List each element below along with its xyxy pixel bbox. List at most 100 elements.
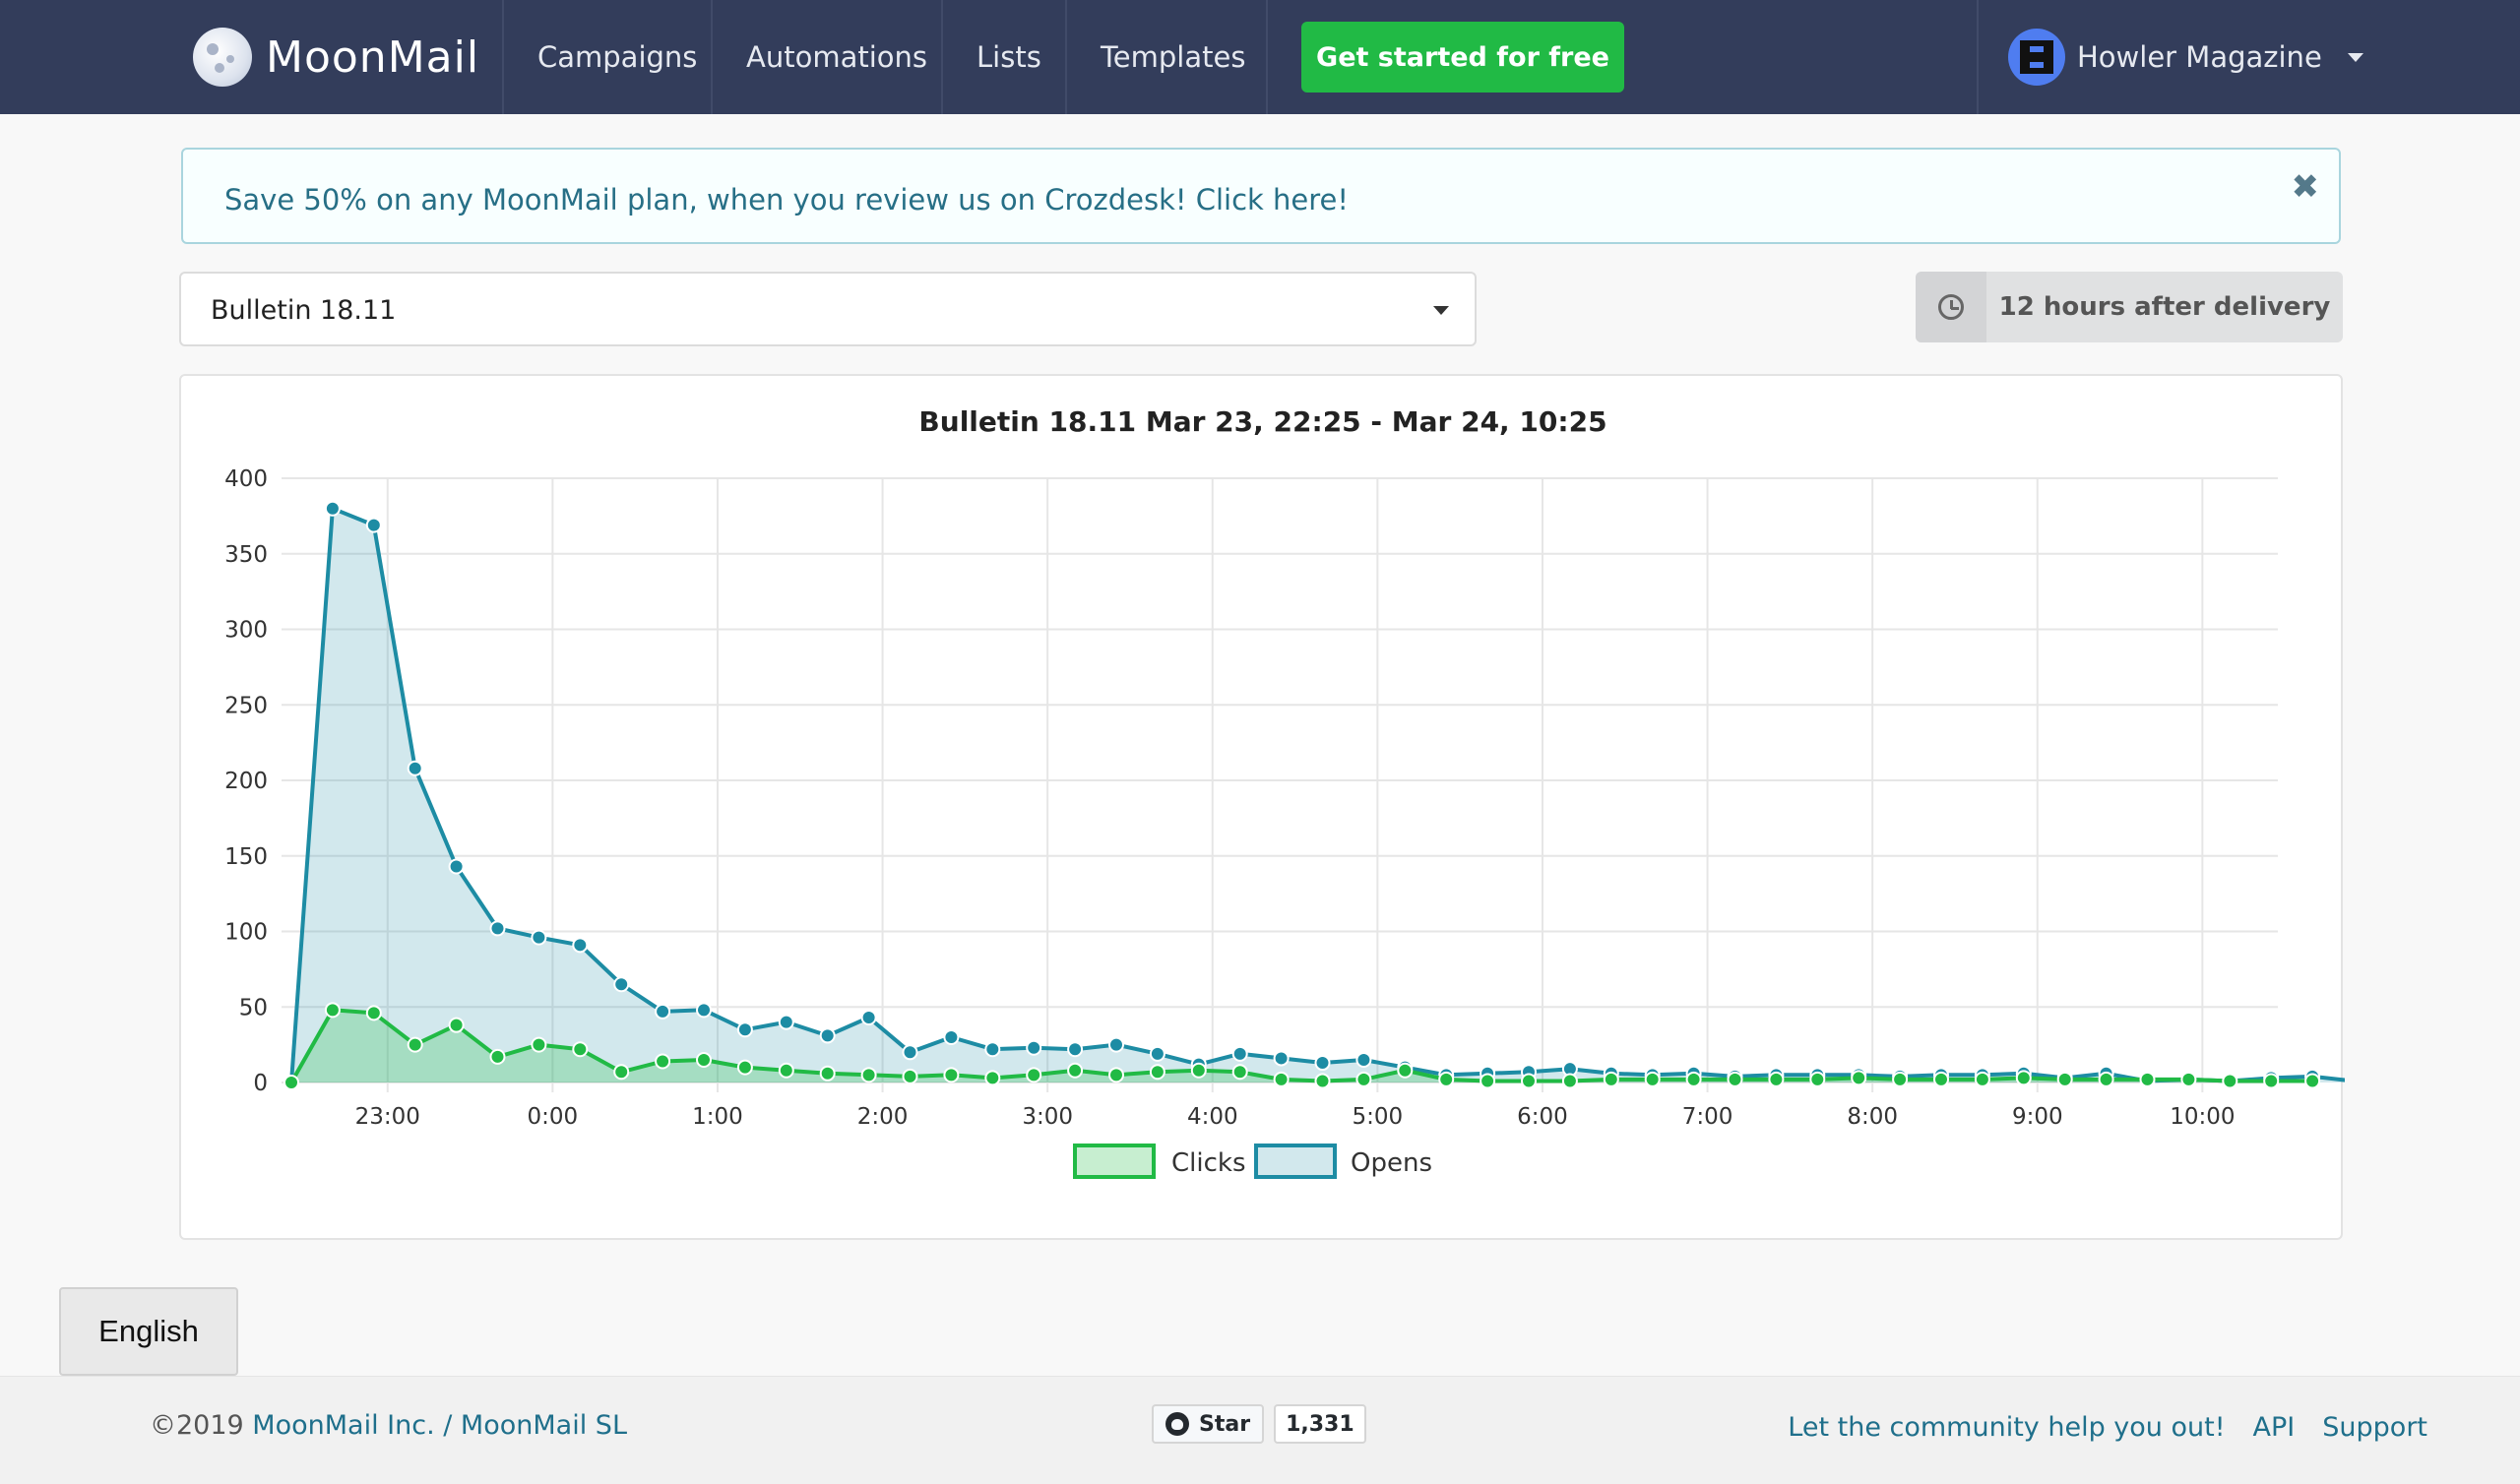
nav-automations[interactable]: Automations <box>746 40 928 74</box>
delivery-window-label: 12 hours after delivery <box>1998 292 2331 322</box>
data-point-clicks <box>2222 1073 2238 1089</box>
support-link[interactable]: Support <box>2322 1412 2427 1443</box>
data-point-clicks <box>1067 1062 1084 1079</box>
account-menu[interactable]: Howler Magazine <box>2008 0 2363 114</box>
data-point-clicks <box>1273 1071 1290 1087</box>
series-area-opens <box>291 508 2345 1082</box>
x-tick-label: 0:00 <box>528 1104 579 1130</box>
nav-campaigns[interactable]: Campaigns <box>537 40 698 74</box>
y-tick-label: 100 <box>224 920 268 946</box>
data-point-clicks <box>860 1067 877 1083</box>
data-point-opens <box>572 937 589 954</box>
github-star-label: Star <box>1199 1411 1251 1437</box>
y-tick-label: 150 <box>224 844 268 870</box>
data-point-clicks <box>1397 1062 1414 1079</box>
company-link[interactable]: MoonMail Inc. / MoonMail SL <box>252 1410 627 1441</box>
delivery-window-button[interactable]: 12 hours after delivery <box>1916 272 2343 342</box>
data-point-opens <box>655 1003 671 1020</box>
nav-divider <box>1065 0 1067 114</box>
series-line-opens <box>289 506 2345 1083</box>
x-tick-label: 6:00 <box>1517 1104 1568 1130</box>
data-point-opens <box>489 920 506 937</box>
api-link[interactable]: API <box>2252 1412 2296 1443</box>
data-point-clicks <box>1892 1071 1909 1087</box>
data-point-clicks <box>1851 1070 1867 1086</box>
data-point-clicks <box>2304 1073 2321 1089</box>
github-star-count[interactable]: 1,331 <box>1274 1404 1366 1444</box>
y-tick-label: 300 <box>224 618 268 644</box>
community-link[interactable]: Let the community help you out! <box>1788 1412 2226 1443</box>
x-tick-label: 8:00 <box>1847 1104 1898 1130</box>
data-point-clicks <box>736 1059 753 1076</box>
data-point-clicks <box>1603 1071 1619 1087</box>
data-point-clicks <box>1561 1073 1578 1089</box>
data-point-opens <box>984 1041 1001 1058</box>
data-point-clicks <box>2139 1071 2156 1087</box>
data-point-clicks <box>531 1036 547 1053</box>
data-point-opens <box>448 858 465 875</box>
nav-divider <box>711 0 713 114</box>
copyright: ©2019 MoonMail Inc. / MoonMail SL <box>150 1410 627 1441</box>
y-tick-label: 400 <box>224 466 268 492</box>
close-icon[interactable]: ✖ <box>2291 167 2320 207</box>
data-point-opens <box>736 1021 753 1038</box>
data-point-opens <box>407 760 423 776</box>
data-point-opens <box>324 500 341 517</box>
nav-divider <box>1977 0 1979 114</box>
legend-swatch-clicks <box>1073 1144 1156 1179</box>
data-point-opens <box>778 1014 794 1030</box>
legend-swatch-opens <box>1254 1144 1337 1179</box>
data-point-clicks <box>2098 1071 2114 1087</box>
y-tick-label: 50 <box>239 995 268 1020</box>
data-point-clicks <box>1355 1071 1372 1087</box>
y-tick-label: 0 <box>253 1071 268 1096</box>
y-tick-label: 350 <box>224 542 268 568</box>
x-tick-label: 4:00 <box>1187 1104 1238 1130</box>
footer-links: Let the community help you out! API Supp… <box>1760 1412 2427 1443</box>
data-point-opens <box>696 1002 712 1019</box>
data-point-clicks <box>1809 1071 1826 1087</box>
github-star-button[interactable]: Star <box>1152 1404 1265 1444</box>
data-point-opens <box>1231 1045 1248 1062</box>
campaign-select-value: Bulletin 18.11 <box>211 295 397 326</box>
data-point-clicks <box>613 1064 630 1081</box>
promo-banner: Save 50% on any MoonMail plan, when you … <box>181 148 2341 244</box>
data-point-clicks <box>1768 1071 1785 1087</box>
data-point-clicks <box>572 1041 589 1058</box>
nav-templates[interactable]: Templates <box>1101 40 1246 74</box>
data-point-opens <box>613 976 630 993</box>
series-area-clicks <box>291 1010 2313 1082</box>
campaign-select[interactable]: Bulletin 18.11 <box>179 272 1477 346</box>
data-point-clicks <box>943 1067 960 1083</box>
nav-divider <box>1266 0 1268 114</box>
x-tick-label: 2:00 <box>857 1104 909 1130</box>
nav-lists[interactable]: Lists <box>976 40 1041 74</box>
data-point-clicks <box>1314 1073 1331 1089</box>
x-tick-label: 3:00 <box>1022 1104 1073 1130</box>
line-chart: Bulletin 18.11 Mar 23, 22:25 - Mar 24, 1… <box>224 405 2345 1179</box>
get-started-button[interactable]: Get started for free <box>1301 22 1624 93</box>
data-point-clicks <box>1974 1071 1990 1087</box>
legend-label-opens: Opens <box>1351 1148 1432 1178</box>
data-point-opens <box>1314 1055 1331 1072</box>
footer: ©2019 MoonMail Inc. / MoonMail SL Star 1… <box>0 1376 2520 1484</box>
chart-card: Bulletin 18.11 Mar 23, 22:25 - Mar 24, 1… <box>179 374 2345 1240</box>
data-point-clicks <box>1026 1067 1042 1083</box>
data-point-clicks <box>1231 1064 1248 1081</box>
data-point-clicks <box>1644 1071 1661 1087</box>
data-point-opens <box>943 1028 960 1045</box>
github-widget: Star 1,331 <box>1152 1404 1366 1444</box>
data-point-clicks <box>489 1048 506 1065</box>
data-point-opens <box>1067 1041 1084 1058</box>
data-point-clicks <box>984 1070 1001 1086</box>
data-point-opens <box>819 1027 836 1044</box>
language-button[interactable]: English <box>59 1287 238 1376</box>
x-tick-label: 7:00 <box>1682 1104 1733 1130</box>
brand-logo[interactable]: MoonMail <box>193 0 479 114</box>
promo-banner-link[interactable]: Save 50% on any MoonMail plan, when you … <box>224 183 1350 216</box>
data-point-clicks <box>2015 1070 2032 1086</box>
y-tick-label: 250 <box>224 693 268 718</box>
account-name: Howler Magazine <box>2077 40 2322 74</box>
moon-icon <box>193 28 252 87</box>
legend-label-clicks: Clicks <box>1171 1148 1246 1178</box>
